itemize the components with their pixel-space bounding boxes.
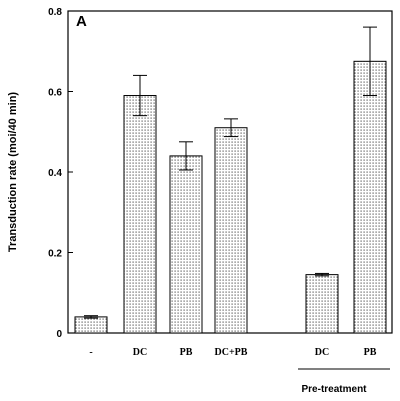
x-tick-label-4: DC+PB [215,347,248,358]
x-tick-label-1: - [89,347,92,358]
y-tick-label: 0.6 [48,88,62,99]
y-tick-label: 0.4 [48,168,62,179]
bar-2 [123,95,157,334]
x-tick-label-3: PB [180,347,193,358]
bar-1 [74,316,108,334]
y-tick-label: 0.2 [48,249,62,260]
bar-5 [305,274,339,334]
group-label-pretreatment: Pre-treatment [301,384,367,395]
bar-3 [169,155,203,334]
x-tick-label-5: DC [315,347,329,358]
y-tick-label: 0.8 [48,7,62,18]
bar-6 [353,60,387,334]
panel-label: A [76,13,87,30]
y-axis-label: Transduction rate (moi/40 min) [7,92,19,252]
y-tick-label: 0 [56,329,62,340]
bar-4 [214,127,248,334]
x-tick-label-2: DC [133,347,147,358]
plot-area: 0 0.2 0.4 0.6 0.8 - DC PB DC+PB DC PB [48,7,393,370]
x-tick-label-6: PB [364,347,377,358]
